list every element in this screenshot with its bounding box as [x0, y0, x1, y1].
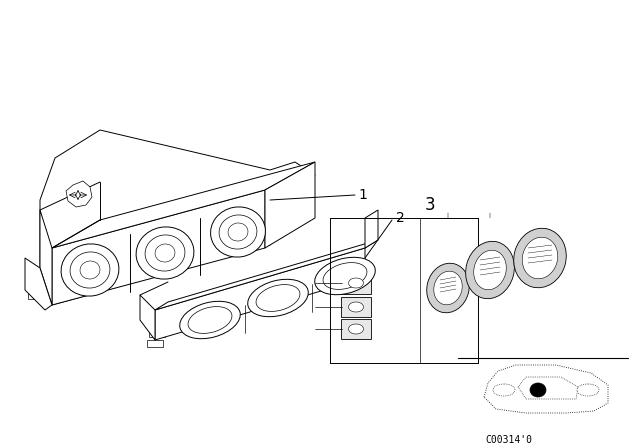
Ellipse shape	[349, 324, 364, 334]
FancyBboxPatch shape	[43, 292, 57, 301]
FancyBboxPatch shape	[28, 272, 38, 279]
FancyBboxPatch shape	[341, 319, 371, 339]
Polygon shape	[40, 130, 315, 305]
Ellipse shape	[522, 237, 557, 279]
Ellipse shape	[211, 207, 266, 257]
Ellipse shape	[188, 306, 232, 333]
Text: 3: 3	[425, 196, 436, 214]
Ellipse shape	[80, 261, 100, 279]
Ellipse shape	[180, 302, 240, 339]
Polygon shape	[52, 190, 265, 305]
Polygon shape	[155, 240, 378, 310]
Ellipse shape	[70, 252, 110, 288]
Ellipse shape	[577, 384, 599, 396]
Ellipse shape	[530, 383, 546, 397]
FancyBboxPatch shape	[151, 320, 167, 327]
Text: 2: 2	[396, 211, 404, 225]
Ellipse shape	[493, 384, 515, 396]
FancyBboxPatch shape	[43, 255, 57, 264]
Polygon shape	[52, 162, 315, 248]
Polygon shape	[265, 162, 315, 248]
FancyBboxPatch shape	[341, 297, 371, 317]
Polygon shape	[140, 295, 155, 340]
Text: C00314'0: C00314'0	[485, 435, 532, 445]
FancyBboxPatch shape	[43, 280, 57, 289]
Ellipse shape	[349, 278, 364, 288]
FancyBboxPatch shape	[149, 330, 165, 337]
Polygon shape	[365, 210, 378, 248]
FancyBboxPatch shape	[147, 340, 163, 347]
Ellipse shape	[219, 215, 257, 249]
FancyBboxPatch shape	[341, 272, 371, 294]
Polygon shape	[155, 248, 365, 340]
FancyBboxPatch shape	[153, 310, 169, 317]
Ellipse shape	[248, 279, 308, 317]
Text: 1: 1	[358, 188, 367, 202]
Ellipse shape	[228, 223, 248, 241]
Ellipse shape	[349, 302, 364, 312]
Ellipse shape	[61, 244, 119, 296]
Ellipse shape	[315, 257, 375, 295]
Polygon shape	[25, 258, 52, 310]
Polygon shape	[40, 210, 52, 305]
Ellipse shape	[474, 250, 506, 290]
Ellipse shape	[256, 284, 300, 311]
Ellipse shape	[427, 263, 469, 313]
Ellipse shape	[145, 235, 185, 271]
FancyBboxPatch shape	[28, 282, 38, 289]
Ellipse shape	[514, 228, 566, 288]
Ellipse shape	[136, 227, 194, 279]
Polygon shape	[66, 181, 92, 207]
Ellipse shape	[466, 241, 515, 299]
FancyBboxPatch shape	[43, 268, 57, 277]
Ellipse shape	[434, 271, 462, 305]
FancyBboxPatch shape	[28, 292, 38, 299]
Ellipse shape	[155, 244, 175, 262]
Ellipse shape	[323, 263, 367, 289]
